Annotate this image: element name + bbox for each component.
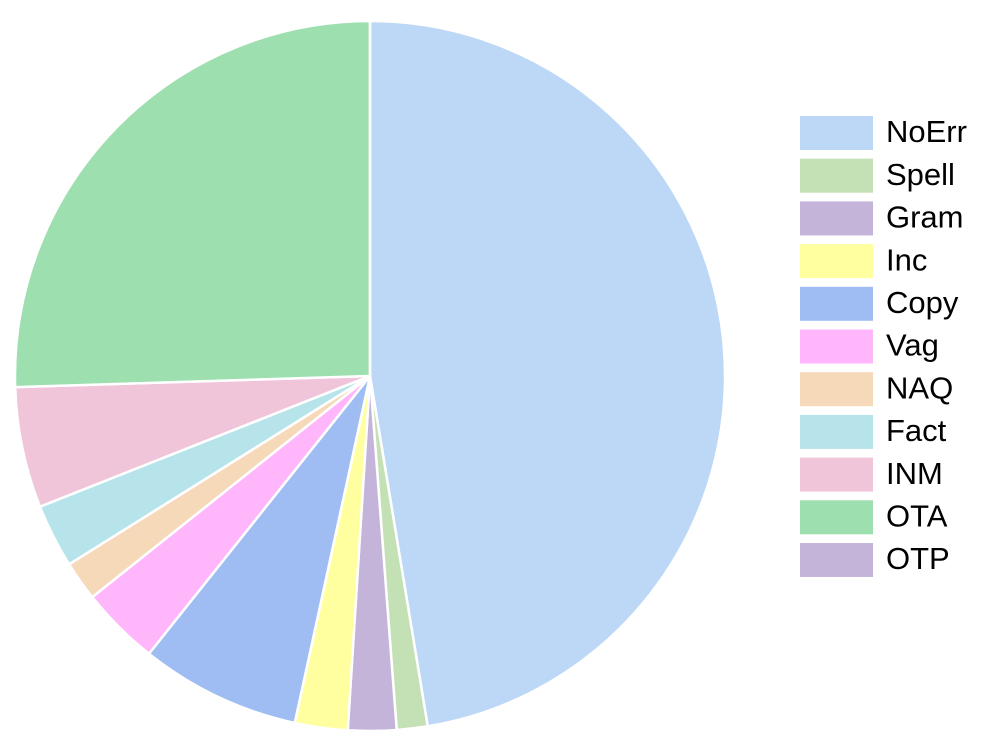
legend-swatch (800, 500, 873, 535)
pie-slice (368, 19, 727, 728)
legend-label: Inc (886, 242, 927, 277)
legend-swatch (800, 244, 873, 279)
legend-swatch (800, 116, 873, 150)
legend-swatch (800, 201, 873, 236)
pie-slice (13, 19, 372, 389)
legend-swatch (800, 457, 873, 492)
legend-label: NoErr (886, 114, 967, 149)
pie-slice (147, 374, 372, 725)
legend-label: OTP (886, 541, 950, 576)
legend-swatch (800, 372, 873, 407)
legend-swatch (800, 543, 873, 577)
legend-swatch (800, 286, 873, 321)
legend-label: Copy (886, 285, 959, 320)
legend-swatch (800, 414, 873, 449)
legend-label: NAQ (886, 370, 953, 405)
legend: NoErr Spell Gram Inc Copy Vag NAQ Fact INM OTA OTP (800, 114, 967, 577)
legend-label: Gram (886, 200, 964, 235)
legend-label: Vag (886, 328, 939, 363)
pie (13, 19, 727, 733)
legend-label: OTA (886, 498, 948, 533)
legend-label: Spell (886, 157, 955, 192)
legend-swatch (800, 329, 873, 364)
legend-swatch (800, 158, 873, 193)
legend-label: INM (886, 456, 943, 491)
legend-label: Fact (886, 413, 947, 448)
